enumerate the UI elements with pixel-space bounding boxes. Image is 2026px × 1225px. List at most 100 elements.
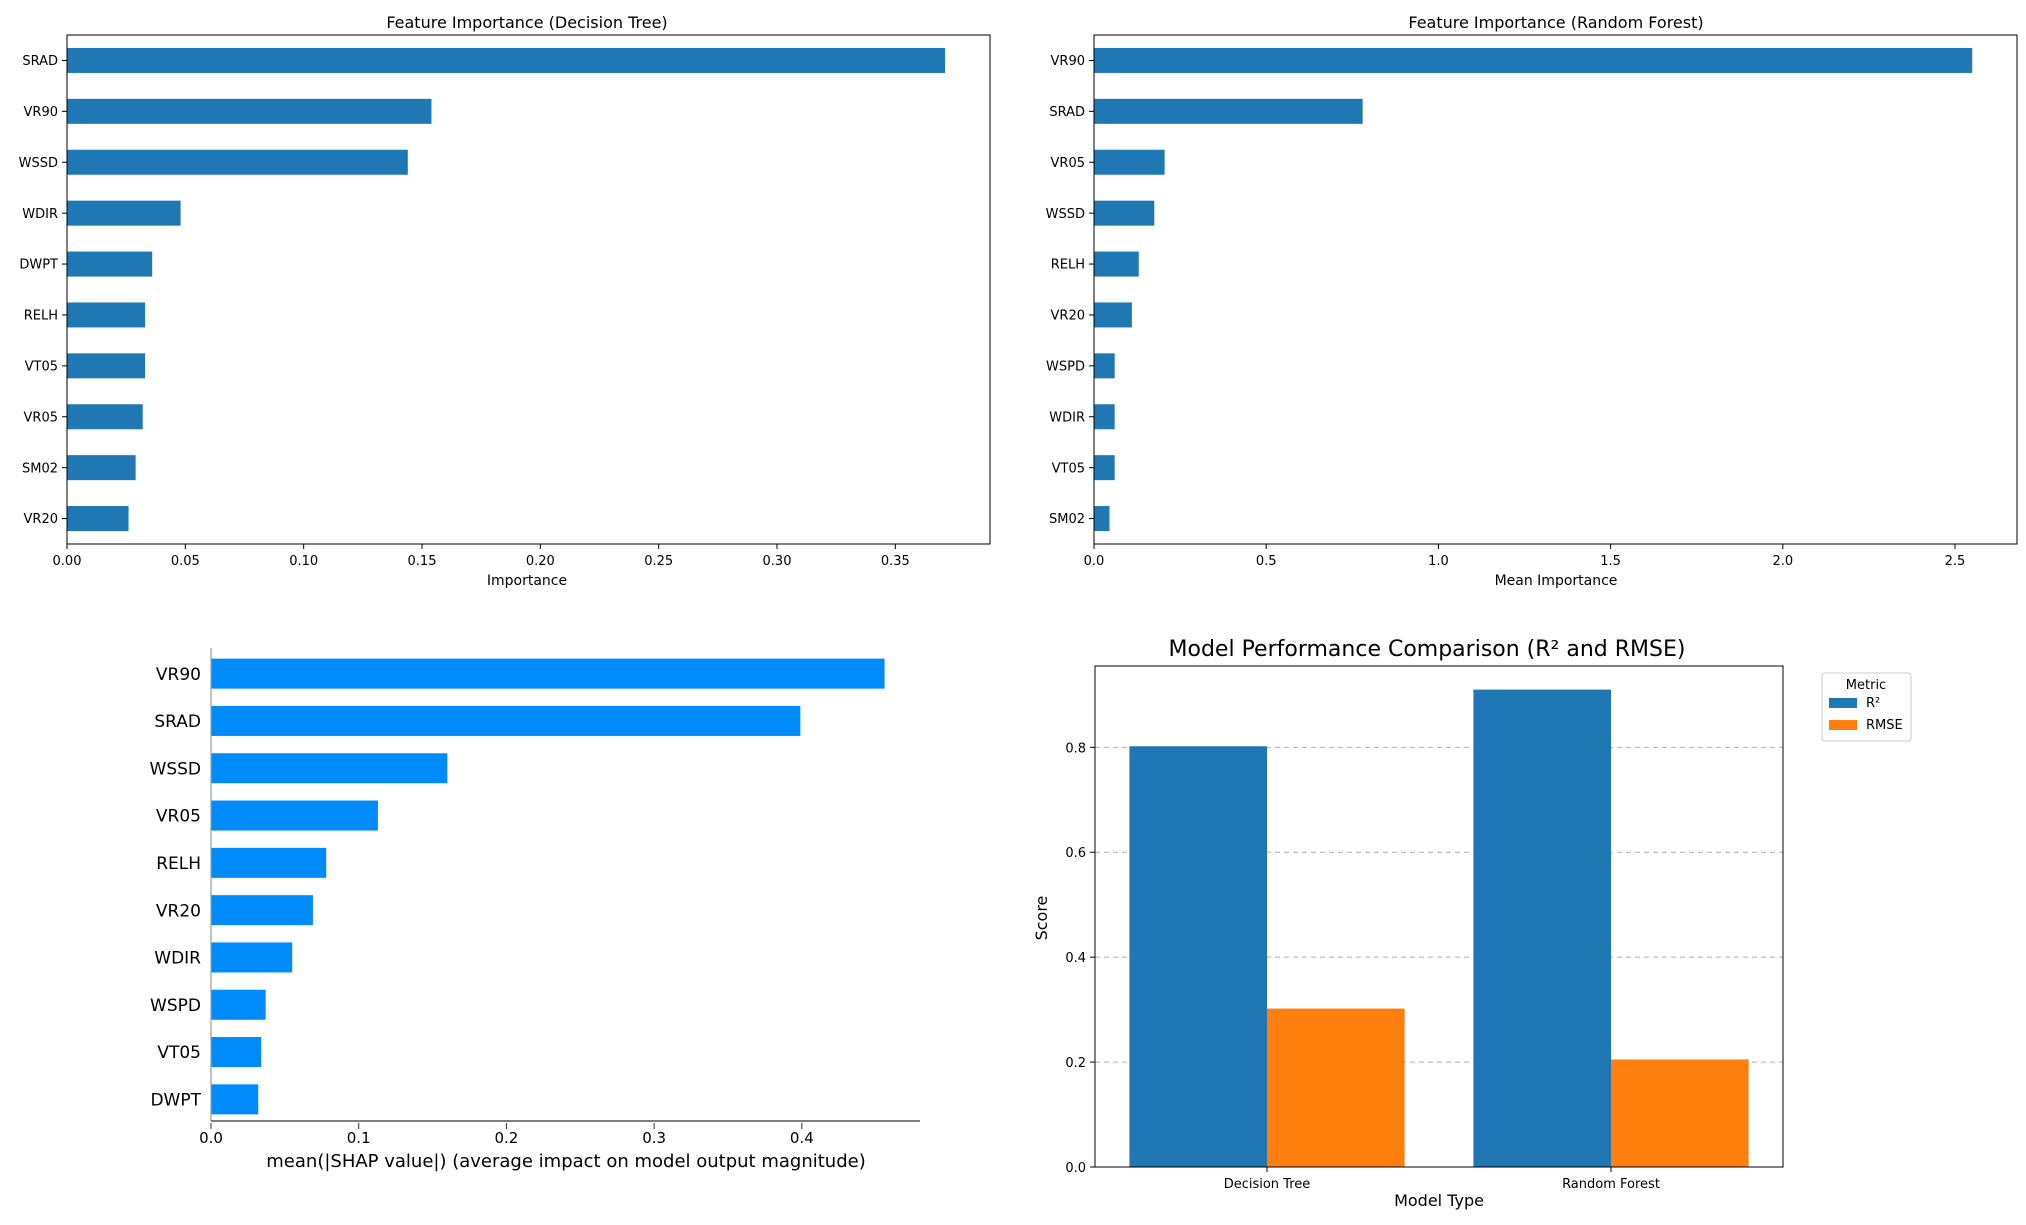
bar xyxy=(1094,455,1115,481)
y-tick-label: WDIR xyxy=(1049,410,1085,425)
legend-label-rmse: RMSE xyxy=(1866,718,1903,733)
bar-rmse xyxy=(1611,1059,1749,1167)
y-tick-label: SM02 xyxy=(1049,512,1085,527)
bar xyxy=(67,455,136,481)
y-tick-label: WSPD xyxy=(1046,360,1085,375)
plot-frame xyxy=(66,34,991,545)
bar xyxy=(211,989,266,1020)
y-tick-label: VR20 xyxy=(156,901,201,921)
bar xyxy=(211,705,801,736)
bar xyxy=(211,942,293,973)
bar xyxy=(67,302,146,328)
bar xyxy=(1094,251,1139,277)
x-tick-label: 0.5 xyxy=(1256,554,1277,569)
bar xyxy=(1094,353,1115,379)
bar xyxy=(67,251,153,277)
x-tick-label: 0.0 xyxy=(1084,554,1105,569)
chart-title: Model Performance Comparison (R² and RMS… xyxy=(1169,637,1686,662)
y-tick-label: VT05 xyxy=(157,1043,201,1063)
y-tick-label: RELH xyxy=(24,309,58,324)
y-tick-label: RELH xyxy=(1051,258,1085,273)
bar xyxy=(1094,149,1165,175)
y-tick-label: WSSD xyxy=(1046,207,1085,222)
y-tick-label: WDIR xyxy=(154,949,201,969)
x-tick-label: Decision Tree xyxy=(1224,1177,1311,1192)
bar xyxy=(211,658,885,689)
x-tick-label: 0.3 xyxy=(642,1129,666,1147)
y-tick-label: WSSD xyxy=(150,759,201,779)
x-tick-label: 0.30 xyxy=(763,554,792,569)
y-tick-label: 0.8 xyxy=(1065,741,1086,756)
model-performance-chart: Model Performance Comparison (R² and RMS… xyxy=(1032,637,1912,1210)
y-tick-label: VR20 xyxy=(24,512,58,527)
legend-title: Metric xyxy=(1846,678,1886,693)
bar xyxy=(211,800,378,831)
x-tick-label: 0.1 xyxy=(347,1129,371,1147)
bar xyxy=(67,506,129,532)
x-tick-label: 0.05 xyxy=(171,554,200,569)
plot-frame xyxy=(1093,34,2018,545)
x-tick-label: 2.5 xyxy=(1945,554,1966,569)
x-tick-label: 0.25 xyxy=(644,554,673,569)
y-tick-label: RELH xyxy=(156,854,201,874)
x-axis-label: Importance xyxy=(487,573,567,589)
bar xyxy=(67,200,181,226)
bar-rmse xyxy=(1267,1008,1405,1167)
y-tick-label: 0.4 xyxy=(1065,951,1086,966)
y-axis-label: Score xyxy=(1032,896,1051,941)
x-axis-label: Mean Importance xyxy=(1495,573,1618,589)
shap-summary-chart: VR90 SRAD WSSD VR05 RELH VR20 WDIR WSPD VT05 DWPT… xyxy=(150,648,920,1172)
y-tick-label: SRAD xyxy=(1049,105,1085,120)
y-tick-label: VR20 xyxy=(1051,309,1085,324)
y-tick-label: WSPD xyxy=(150,996,201,1016)
y-tick-label: VR90 xyxy=(156,665,201,685)
y-tick-label: 0.6 xyxy=(1065,846,1086,861)
bar xyxy=(67,98,432,124)
bar xyxy=(1094,200,1155,226)
x-tick-label: 0.0 xyxy=(199,1129,223,1147)
bar xyxy=(1094,506,1110,532)
x-tick-label: 0.4 xyxy=(790,1129,814,1147)
x-tick-label: 0.00 xyxy=(53,554,82,569)
bar xyxy=(67,404,143,430)
y-tick-label: VR90 xyxy=(1051,54,1085,69)
legend-label-r2: R² xyxy=(1866,696,1880,711)
bar xyxy=(1094,302,1132,328)
bar xyxy=(1094,98,1363,124)
y-tick-label: WDIR xyxy=(22,207,58,222)
y-tick-label: 0.2 xyxy=(1065,1056,1086,1071)
x-tick-label: 2.0 xyxy=(1772,554,1793,569)
bar-r2 xyxy=(1473,689,1611,1167)
y-tick-label: DWPT xyxy=(150,1090,201,1110)
decision-tree-importance-chart: Feature Importance (Decision Tree) SRAD V… xyxy=(19,13,991,589)
bar xyxy=(211,895,313,926)
x-tick-label: 0.10 xyxy=(289,554,318,569)
bar xyxy=(67,149,408,175)
y-tick-label: 0.0 xyxy=(1065,1161,1086,1176)
bar xyxy=(67,353,146,379)
x-axis-label: mean(|SHAP value|) (average impact on mo… xyxy=(266,1151,865,1172)
chart-title: Feature Importance (Decision Tree) xyxy=(386,13,667,32)
y-tick-label: VT05 xyxy=(25,360,58,375)
chart-title: Feature Importance (Random Forest) xyxy=(1408,13,1703,32)
bar xyxy=(67,47,946,73)
x-tick-label: 0.2 xyxy=(494,1129,518,1147)
y-tick-label: SRAD xyxy=(22,54,58,69)
bar-r2 xyxy=(1129,746,1267,1167)
x-tick-label: 1.0 xyxy=(1428,554,1449,569)
bar xyxy=(211,847,327,878)
y-tick-label: VR05 xyxy=(1051,156,1085,171)
legend-swatch-r2 xyxy=(1829,698,1857,708)
y-tick-label: VR05 xyxy=(156,807,201,827)
x-tick-label: 1.5 xyxy=(1600,554,1621,569)
y-tick-label: SRAD xyxy=(154,712,201,732)
y-tick-label: VR90 xyxy=(24,105,58,120)
y-tick-label: DWPT xyxy=(19,258,58,273)
plot-frame xyxy=(1094,665,1784,1168)
y-tick-label: VR05 xyxy=(24,410,58,425)
y-tick-label: SM02 xyxy=(22,461,58,476)
bar xyxy=(211,1084,259,1115)
bar xyxy=(1094,404,1115,430)
